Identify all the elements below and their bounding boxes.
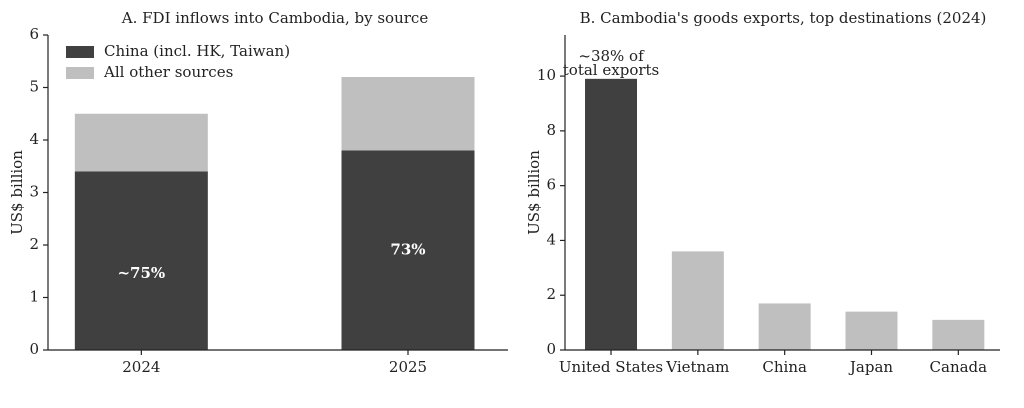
y-axis-label: US$ billion [8,150,26,235]
chart-title: A. FDI inflows into Cambodia, by source [121,9,429,27]
bar-annotation: ~38% of [578,47,645,65]
y-tick-label: 5 [29,78,39,96]
bar [845,311,898,350]
chart-title: B. Cambodia's goods exports, top destina… [580,9,987,27]
y-tick-label: 0 [29,340,39,358]
bar-annotation: 73% [390,240,425,258]
x-tick-label: Vietnam [665,358,729,376]
legend-label: China (incl. HK, Taiwan) [104,42,290,60]
y-tick-label: 10 [537,66,556,84]
y-tick-label: 1 [29,288,39,306]
y-axis-label: US$ billion [525,150,543,235]
bar [585,78,638,351]
x-tick-label: 2024 [122,358,160,376]
y-tick-label: 4 [29,130,39,148]
bar-annotation: total exports [563,61,659,79]
y-tick-label: 8 [546,121,556,139]
bar [932,319,985,350]
x-tick-label: 2025 [389,358,427,376]
y-tick-label: 6 [29,25,39,43]
y-tick-label: 2 [29,235,39,253]
legend-swatch [66,46,94,58]
y-tick-label: 0 [546,340,556,358]
x-tick-label: United States [559,358,663,376]
y-tick-label: 2 [546,285,556,303]
x-tick-label: Japan [848,358,894,376]
legend-label: All other sources [103,63,233,81]
bar-segment [74,171,208,350]
y-tick-label: 4 [546,230,556,248]
bar-annotation: ~75% [117,264,165,282]
bar-segment [341,77,475,151]
y-tick-label: 6 [546,176,556,194]
bar-segment [74,113,208,172]
bar [758,303,811,350]
x-tick-label: China [762,358,807,376]
legend-swatch [66,67,94,79]
x-tick-label: Canada [930,358,988,376]
y-tick-label: 3 [29,183,39,201]
bar-segment [341,150,475,350]
bar [671,251,724,350]
